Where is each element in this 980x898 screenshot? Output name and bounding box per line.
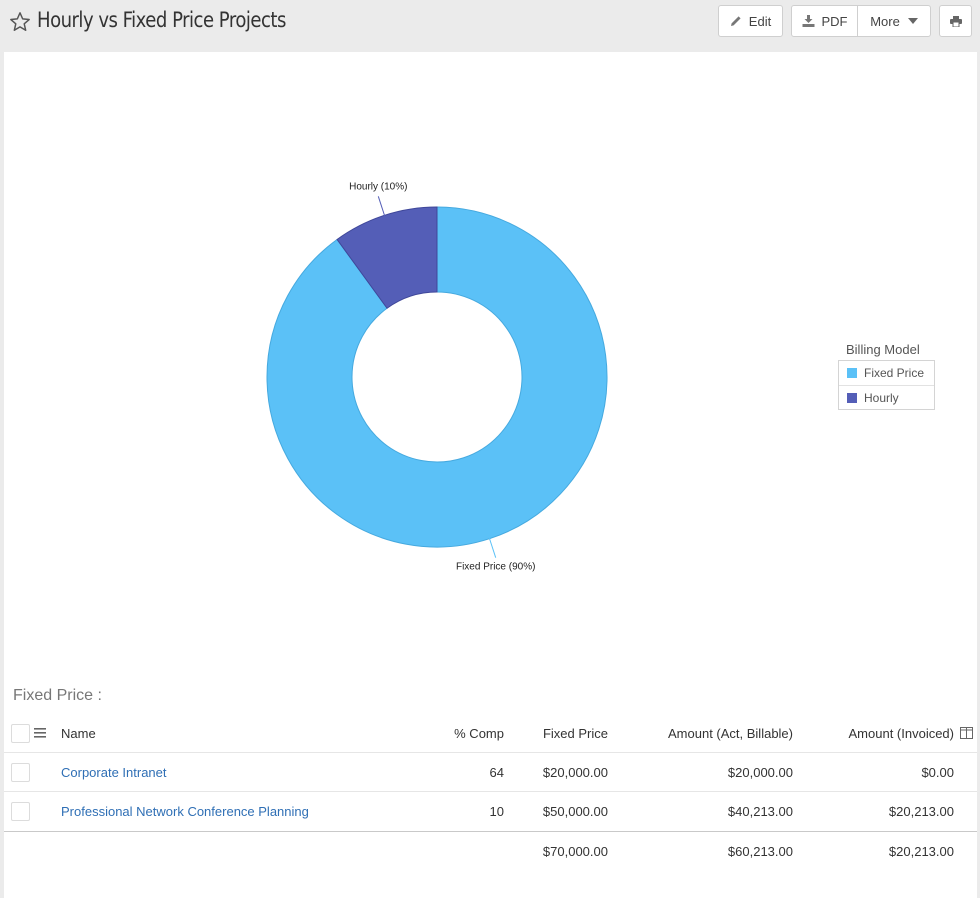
legend-label: Fixed Price — [864, 366, 925, 380]
row-checkbox[interactable] — [11, 762, 30, 782]
projects-table: Name % Comp Fixed Price Amount (Act, Bil… — [4, 714, 977, 870]
cell-amount-invoiced: $20,213.00 — [888, 804, 954, 819]
leader-line — [488, 536, 497, 558]
edit-button-label: Edit — [748, 13, 772, 29]
total-amount-invoiced: $20,213.00 — [888, 843, 954, 859]
legend-item-fixed-price[interactable]: Fixed Price — [839, 361, 934, 385]
col-header-amount-act[interactable]: Amount (Act, Billable) — [668, 725, 793, 741]
cell-amount-invoiced: $0.00 — [921, 764, 954, 780]
table-row: Corporate Intranet 64 $20,000.00 $20,000… — [4, 753, 977, 792]
print-icon — [949, 15, 962, 27]
data-label: Fixed Price (90%) — [456, 562, 535, 573]
legend-swatch-hourly — [847, 392, 857, 403]
caret-down-icon — [907, 18, 918, 24]
export-button-group: PDF More — [791, 5, 931, 37]
table-totals-row: $70,000.00 $60,213.00 $20,213.00 — [4, 831, 977, 870]
row-checkbox[interactable] — [11, 802, 30, 821]
pdf-button-label: PDF — [821, 13, 848, 29]
cell-comp: 64 — [489, 764, 504, 780]
chart-legend: Billing Model Fixed Price Hourly — [838, 342, 935, 410]
column-menu-cell — [34, 714, 46, 752]
col-header-fixed-price[interactable]: Fixed Price — [542, 725, 608, 741]
table-header-row: Name % Comp Fixed Price Amount (Act, Bil… — [4, 714, 977, 753]
column-picker-cell — [960, 714, 973, 752]
total-fixed-price: $70,000.00 — [542, 843, 608, 859]
legend-item-hourly[interactable]: Hourly — [839, 385, 934, 409]
list-menu-icon[interactable] — [34, 728, 46, 738]
col-header-name[interactable]: Name — [61, 725, 96, 741]
project-link[interactable]: Professional Network Conference Planning — [61, 804, 309, 819]
legend-swatch-fixed-price — [847, 368, 857, 378]
select-all-checkbox[interactable] — [11, 723, 30, 743]
page-header: Hourly vs Fixed Price Projects Edit PDF … — [0, 0, 980, 52]
donut-slice-fixed-price[interactable] — [266, 206, 608, 548]
cell-comp: 10 — [489, 804, 504, 819]
project-link[interactable]: Corporate Intranet — [61, 764, 167, 780]
more-button-label: More — [870, 13, 900, 29]
columns-icon[interactable] — [960, 727, 973, 739]
page-title: Hourly vs Fixed Price Projects — [37, 8, 286, 32]
cell-fixed-price: $20,000.00 — [542, 764, 608, 780]
cell-fixed-price: $50,000.00 — [542, 804, 608, 819]
legend-box: Fixed Price Hourly — [838, 360, 935, 410]
cell-amount-act: $40,213.00 — [727, 804, 793, 819]
section-title: Fixed Price : — [13, 687, 102, 704]
data-label: Hourly (10%) — [349, 181, 407, 192]
col-header-amount-invoiced[interactable]: Amount (Invoiced) — [848, 725, 955, 741]
select-all-cell — [11, 714, 30, 752]
report-card: Fixed Price (90%) Hourly (10%) Billing Mo… — [4, 52, 977, 898]
row-select-cell — [11, 792, 30, 831]
pdf-button[interactable]: PDF — [792, 6, 858, 36]
more-dropdown-button[interactable]: More — [858, 6, 930, 36]
table-row: Professional Network Conference Planning… — [4, 792, 977, 831]
pencil-icon — [730, 16, 741, 26]
donut-slice-hourly[interactable] — [336, 206, 438, 309]
legend-title: Billing Model — [846, 342, 920, 357]
cell-amount-act: $20,000.00 — [727, 764, 793, 780]
row-select-cell — [11, 753, 30, 791]
download-icon — [802, 15, 814, 27]
legend-label: Hourly — [864, 390, 899, 405]
col-header-comp[interactable]: % Comp — [454, 725, 504, 741]
edit-button[interactable]: Edit — [718, 5, 783, 37]
leader-line — [377, 196, 386, 218]
print-button[interactable] — [939, 5, 972, 37]
total-amount-act: $60,213.00 — [727, 843, 793, 859]
donut-chart: Fixed Price (90%) Hourly (10%) — [266, 181, 608, 573]
favorite-star-icon[interactable] — [9, 11, 31, 33]
